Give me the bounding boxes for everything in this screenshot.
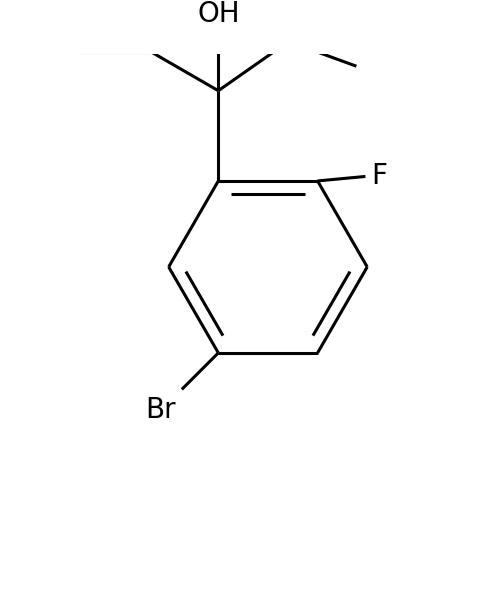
Text: F: F — [371, 163, 387, 191]
Text: Br: Br — [145, 396, 175, 424]
Text: OH: OH — [197, 1, 240, 29]
